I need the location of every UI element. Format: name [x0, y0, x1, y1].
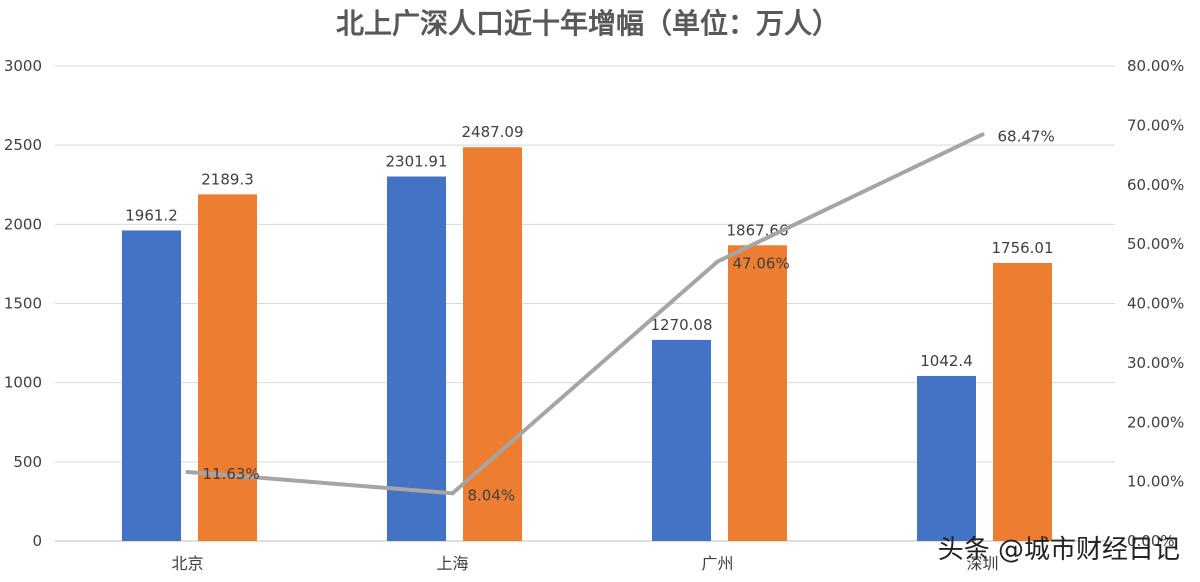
bar: [198, 194, 257, 541]
line-labels: 11.63% 8.04% 47.06% 68.47%: [203, 127, 1055, 504]
bar-value-label: 1756.01: [991, 239, 1053, 257]
x-axis: 北京 上海 广州 深圳: [171, 554, 998, 573]
bars: [122, 147, 1052, 541]
line-point: [715, 259, 720, 264]
bar-labels: 1961.2 2301.91 1270.08 1042.4 2189.3 2487.09 1…: [125, 123, 1053, 370]
line-value-label: 68.47%: [998, 127, 1055, 145]
bar: [463, 147, 522, 541]
bar-value-label: 1961.2: [125, 206, 178, 224]
x-category-label: 北京: [171, 554, 203, 573]
y2-tick-label: 40.00%: [1127, 295, 1184, 313]
y2-tick-label: 0.00%: [1127, 532, 1175, 550]
y2-tick-label: 60.00%: [1127, 176, 1184, 194]
bar: [917, 375, 976, 541]
growth-line-path: [185, 132, 985, 496]
watermark: 头条 @城市财经日记: [938, 535, 1180, 565]
chart-title: 北上广深人口近十年增幅（单位：万人）: [336, 7, 840, 40]
bar: [387, 176, 446, 541]
x-category-label: 上海: [436, 554, 468, 573]
line-value-label: 47.06%: [733, 255, 790, 273]
y-tick-label: 3000: [4, 57, 42, 75]
y2-tick-label: 30.00%: [1127, 354, 1184, 372]
bar: [728, 245, 787, 541]
y-tick-label: 2500: [4, 136, 42, 154]
y2-tick-label: 80.00%: [1127, 57, 1184, 75]
y2-tick-label: 70.00%: [1127, 116, 1184, 134]
line-point: [185, 469, 190, 474]
line-value-label: 8.04%: [468, 486, 516, 504]
y-tick-label: 500: [13, 453, 42, 471]
y-axis-left: 0 500 1000 1500 2000 2500 3000: [4, 57, 42, 550]
bar: [122, 230, 181, 541]
bar: [993, 262, 1052, 541]
y2-tick-label: 20.00%: [1127, 413, 1184, 431]
bar-value-label: 1042.4: [920, 352, 973, 370]
y2-tick-label: 10.00%: [1127, 473, 1184, 491]
line-point: [450, 491, 455, 496]
x-category-label: 深圳: [966, 554, 998, 573]
y-tick-label: 1000: [4, 374, 42, 392]
line-point: [980, 132, 985, 137]
growth-line: [185, 132, 985, 496]
bar-value-label: 2301.91: [385, 153, 447, 171]
bar-value-label: 2487.09: [461, 123, 523, 141]
y-tick-label: 2000: [4, 215, 42, 233]
y-tick-label: 1500: [4, 295, 42, 313]
bar-value-label: 2189.3: [201, 170, 254, 188]
line-value-label: 11.63%: [203, 465, 260, 483]
y-axis-right: 0.00% 10.00% 20.00% 30.00% 40.00% 50.00% 60.00…: [1127, 57, 1184, 550]
bar: [652, 339, 711, 541]
y-tick-label: 0: [32, 532, 42, 550]
y2-tick-label: 50.00%: [1127, 235, 1184, 253]
x-category-label: 广州: [701, 554, 733, 573]
bar-value-label: 1270.08: [650, 316, 712, 334]
